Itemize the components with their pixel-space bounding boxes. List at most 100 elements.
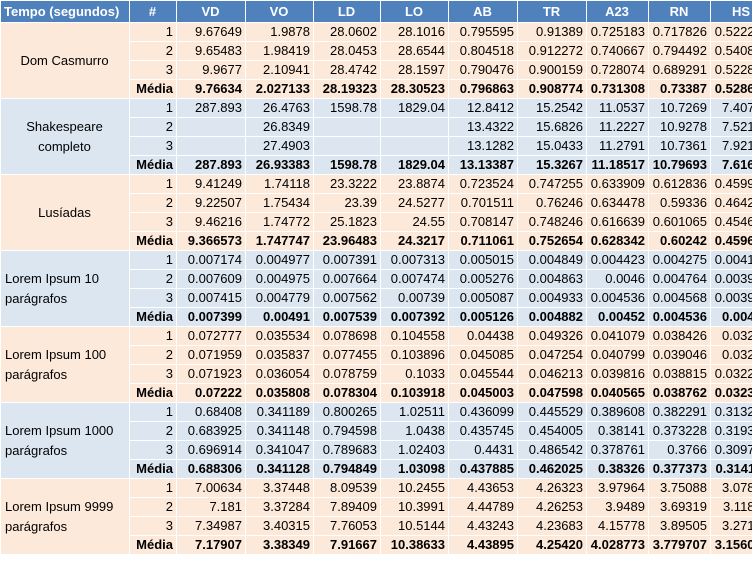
value-cell: 0.035808 — [245, 383, 314, 403]
value-cell: 0.789683 — [313, 440, 381, 460]
header-cell: LD — [313, 0, 381, 23]
data-group: Dom Casmurro 1 9.67649 1.9878 28.0602 28.1016… — [0, 22, 752, 99]
value-cell: 0.045085 — [448, 345, 518, 365]
value-cell: 25.1823 — [313, 212, 381, 232]
value-cell: 3.89505 — [648, 516, 711, 536]
value-cell — [313, 117, 381, 137]
value-cell: 0.319375 — [710, 421, 752, 441]
value-cell: 10.2455 — [380, 478, 449, 498]
value-cell: 4.43653 — [448, 478, 518, 498]
value-cell: 1.747747 — [245, 231, 314, 251]
value-cell: 0.435745 — [448, 421, 518, 441]
value-cell: 15.6826 — [517, 117, 587, 137]
group-name-cell: Lorem Ipsum 100 parágrafos — [0, 326, 130, 403]
value-cell: 28.6544 — [380, 41, 449, 61]
value-cell: 0.633909 — [586, 174, 649, 194]
value-cell: 0.007562 — [313, 288, 381, 308]
value-cell: 0.032344 — [710, 383, 752, 403]
value-cell: 1.74118 — [245, 174, 314, 194]
value-cell: 0.436099 — [448, 402, 518, 422]
run-index: 2 — [129, 193, 177, 213]
table-row: Lusíadas 1 9.41249 1.74118 23.3222 23.8874 0.7… — [0, 174, 752, 251]
value-cell: 0.007664 — [313, 269, 381, 289]
header-cell: AB — [448, 0, 518, 23]
run-index: 3 — [129, 136, 177, 156]
value-cell: 23.3222 — [313, 174, 381, 194]
value-cell: 3.38349 — [245, 535, 314, 555]
value-cell: 0.612836 — [648, 174, 711, 194]
run-index: 3 — [129, 440, 177, 460]
value-cell: 0.795595 — [448, 22, 518, 42]
value-cell: 3.156027 — [710, 535, 752, 555]
value-cell: 0.68408 — [176, 402, 246, 422]
average-row: Média 287.893 26.93383 1598.78 1829.04 13.133… — [1, 155, 752, 175]
table-row: Lorem Ipsum 1000 parágrafos 1 0.68408 0.341… — [0, 402, 752, 479]
value-cell: 0.038815 — [648, 364, 711, 384]
value-cell: 7.89409 — [313, 497, 381, 517]
value-cell: 3.69319 — [648, 497, 711, 517]
value-cell: 0.445529 — [517, 402, 587, 422]
value-cell: 287.893 — [176, 98, 246, 118]
value-cell: 0.711061 — [448, 231, 518, 251]
table-row: Dom Casmurro 1 9.67649 1.9878 28.0602 28.1016… — [0, 22, 752, 99]
value-cell: 0.683925 — [176, 421, 246, 441]
value-cell: 0.59336 — [648, 193, 711, 213]
value-cell: 3.97964 — [586, 478, 649, 498]
header-cell: HS — [710, 0, 752, 23]
value-cell: 0.696914 — [176, 440, 246, 460]
value-cell: 9.76634 — [176, 79, 246, 99]
run-index: 3 — [129, 60, 177, 80]
value-cell: 4.23683 — [517, 516, 587, 536]
value-cell: 12.8412 — [448, 98, 518, 118]
value-cell: 0.007609 — [176, 269, 246, 289]
value-cell: 0.004849 — [517, 250, 587, 270]
average-label: Média — [129, 535, 177, 555]
value-cell: 28.1016 — [380, 22, 449, 42]
value-cell: 15.0433 — [517, 136, 587, 156]
value-cell: 0.004977 — [245, 250, 314, 270]
value-cell: 0.071959 — [176, 345, 246, 365]
group-name-cell: Lusíadas — [0, 174, 130, 251]
value-cell: 0.047598 — [517, 383, 587, 403]
value-cell: 24.5277 — [380, 193, 449, 213]
value-cell: 0.036054 — [245, 364, 314, 384]
value-cell: 0.00739 — [380, 288, 449, 308]
value-cell: 1.02511 — [380, 402, 449, 422]
run-index: 3 — [129, 516, 177, 536]
group-name-cell: Lorem Ipsum 10 parágrafos — [0, 250, 130, 327]
value-cell: 0.747255 — [517, 174, 587, 194]
run-index: 2 — [129, 497, 177, 517]
value-cell: 7.40749 — [710, 98, 752, 118]
value-cell: 7.00634 — [176, 478, 246, 498]
value-cell: 0.341189 — [245, 402, 314, 422]
value-cell: 0.046213 — [517, 364, 587, 384]
run-index: 1 — [129, 250, 177, 270]
value-cell: 0.007474 — [380, 269, 449, 289]
value-cell: 0.794598 — [313, 421, 381, 441]
value-cell: 0.522234 — [710, 22, 752, 42]
value-cell: 4.15778 — [586, 516, 649, 536]
value-cell: 9.41249 — [176, 174, 246, 194]
header-cell: RN — [648, 0, 711, 23]
value-cell: 10.79693 — [648, 155, 711, 175]
value-cell: 7.181 — [176, 497, 246, 517]
value-cell: 23.96483 — [313, 231, 381, 251]
group-name-cell: Lorem Ipsum 9999 parágrafos — [0, 478, 130, 555]
value-cell: 0.373228 — [648, 421, 711, 441]
value-cell: 0.007391 — [313, 250, 381, 270]
value-cell: 0.38326 — [586, 459, 649, 479]
group-name-cell: Lorem Ipsum 1000 parágrafos — [0, 402, 130, 479]
value-cell: 0.454005 — [517, 421, 587, 441]
value-cell: 0.752654 — [517, 231, 587, 251]
value-cell: 0.701511 — [448, 193, 518, 213]
run-index: 2 — [129, 345, 177, 365]
table-row: 3 0.696914 0.341047 0.789683 1.02403 0.4431 0.… — [1, 440, 752, 460]
value-cell: 3.779707 — [648, 535, 711, 555]
value-cell: 0.004863 — [517, 269, 587, 289]
value-cell: 9.22507 — [176, 193, 246, 213]
value-cell: 0.601065 — [648, 212, 711, 232]
value-cell: 0.007399 — [176, 307, 246, 327]
value-cell: 0.045003 — [448, 383, 518, 403]
value-cell: 4.26253 — [517, 497, 587, 517]
value-cell: 1598.78 — [313, 98, 381, 118]
